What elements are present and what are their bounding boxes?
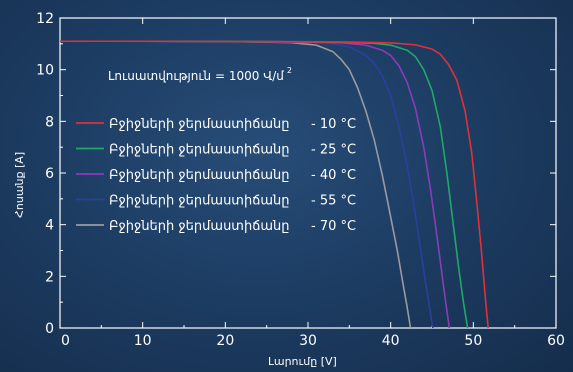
x-tick-label: 30	[299, 333, 317, 349]
series-line	[60, 40, 434, 329]
y-axis-label: Հոսանք [A]	[13, 152, 26, 218]
legend: Բջիջների ջերմաստիճանը - 10 °C Բջիջների ջեր…	[76, 117, 356, 234]
x-tick-label: 20	[216, 333, 234, 349]
y-tick-label: 6	[45, 166, 54, 182]
legend-temperature: - 25 °C	[311, 143, 356, 158]
y-tick-label: 12	[36, 11, 54, 27]
x-axis-label: Լարումը [V]	[268, 355, 337, 368]
series-line	[60, 40, 412, 329]
x-tick-label: 40	[382, 333, 400, 349]
x-tick-label: 60	[547, 333, 565, 349]
y-tick-label: 10	[36, 63, 54, 79]
series-line	[60, 40, 451, 329]
x-tick-label: 10	[134, 333, 152, 349]
legend-label: Բջիջների ջերմաստիճանը	[109, 219, 290, 234]
legend-temperature: - 40 °C	[311, 168, 356, 183]
x-tick-label: 50	[464, 333, 482, 349]
series-line	[60, 40, 490, 329]
y-tick-label: 2	[45, 269, 54, 285]
legend-label: Բջիջների ջերմաստիճանը	[109, 143, 290, 158]
y-axis-label-text: Հոսանք [A]	[13, 152, 26, 218]
irradiance-annotation-sup: 2	[287, 66, 292, 75]
irradiance-annotation: Լուսատվություն = 1000 Վ/մ 2	[108, 66, 292, 83]
x-tick-label: 0	[61, 333, 70, 349]
x-axis-label-text: Լարումը [V]	[268, 355, 337, 368]
y-tick-label: 0	[45, 321, 54, 337]
series-line	[60, 40, 469, 329]
legend-label: Բջիջների ջերմաստիճանը	[109, 117, 290, 132]
legend-label: Բջիջների ջերմաստիճանը	[109, 168, 290, 183]
irradiance-annotation-text: Լուսատվություն = 1000 Վ/մ	[108, 69, 284, 83]
y-tick-label: 4	[45, 218, 54, 234]
y-tick-label: 8	[45, 114, 54, 130]
legend-temperature: - 10 °C	[311, 117, 356, 132]
legend-temperature: - 55 °C	[311, 194, 356, 209]
ticks: 0 10 20 30 40 50 60 0 2 4 6 8 10 12	[36, 11, 565, 349]
legend-temperature: - 70 °C	[311, 219, 356, 234]
series-layer	[60, 40, 490, 329]
legend-label: Բջիջների ջերմաստիճանը	[109, 194, 290, 209]
